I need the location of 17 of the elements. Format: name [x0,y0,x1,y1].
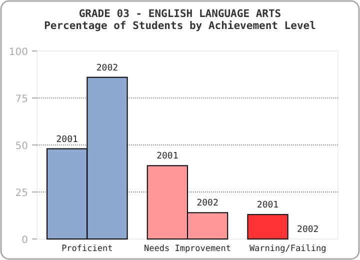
y-tick-label: 75 [15,94,28,105]
text: 2001 [256,200,279,211]
text: 2002 [297,225,319,235]
y-tick-label: 100 [8,47,28,58]
y-tick-label: 25 [15,188,28,199]
bar [247,214,288,240]
x-tick-label: Proficient [62,244,113,254]
chart-subtitle: Percentage of Students by Achievement Level [44,20,316,32]
y-tick-label: 0 [22,235,28,246]
x-tick-label: Warning/Failing [249,244,326,254]
x-tick-label: Needs Improvement [144,244,231,254]
y-tick-label: 50 [15,141,28,152]
text: 2001 [156,152,178,162]
text: 2002 [196,198,218,209]
series-label: 2001 [56,134,78,145]
series-label: 2002 [96,63,118,74]
chart-title: GRADE 03 - ENGLISH LANGUAGE ARTS [78,8,282,20]
